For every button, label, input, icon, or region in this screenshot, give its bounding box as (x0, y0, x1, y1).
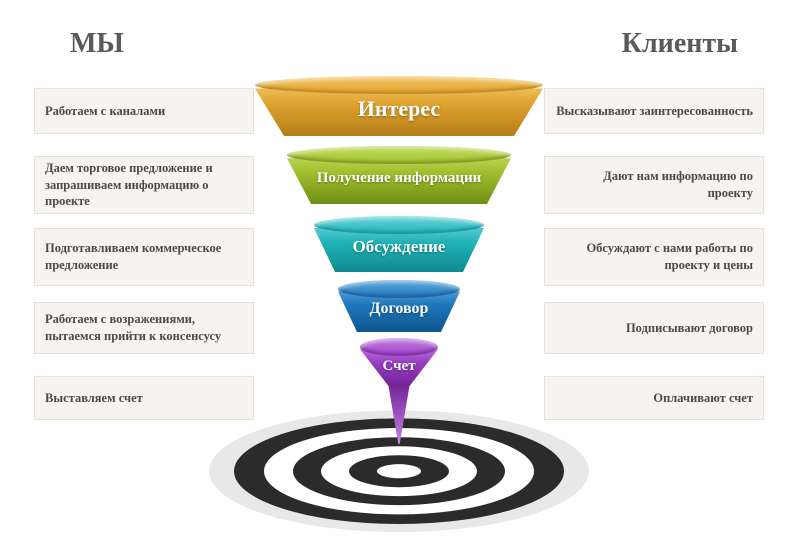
left-box-0: Работаем с каналами (34, 88, 254, 134)
funnel-stage-3: Договор (338, 286, 460, 332)
stage-label: Обсуждение (353, 237, 446, 257)
stage-lip (338, 280, 460, 298)
stage-lip (255, 76, 543, 94)
right-box-2: Обсуждают с нами работы по проекту и цен… (544, 228, 764, 286)
stage-label: Интерес (358, 96, 440, 122)
target-ring-6 (377, 464, 421, 478)
funnel-stage-2: Обсуждение (314, 222, 484, 272)
right-box-0: Высказывают заинтересованность (544, 88, 764, 134)
funnel-stage-0: Интерес (255, 82, 543, 136)
stage-label: Договор (370, 300, 429, 318)
right-box-1: Дают нам информацию по проекту (544, 156, 764, 214)
left-box-2: Подготавливаем коммерческое предложение (34, 228, 254, 286)
stage-lip (287, 146, 511, 164)
stage-label: Получение информации (317, 170, 482, 187)
stage-label: Счет (382, 358, 415, 375)
right-box-4: Оплачивают счет (544, 376, 764, 420)
header-clients: Клиенты (622, 28, 738, 60)
stage-lip (360, 338, 438, 356)
stage-lip (314, 216, 484, 234)
funnel: Интерес Получение информации Обсуждение Дог… (249, 82, 549, 422)
right-box-3: Подписывают договор (544, 302, 764, 354)
funnel-stage-1: Получение информации (287, 152, 511, 204)
funnel-stage-4: Счет (360, 344, 438, 388)
left-column: Работаем с каналами Даем торговое предлож… (34, 88, 254, 438)
left-box-3: Работаем с возражениями, пытаемся прийти… (34, 302, 254, 354)
header-we: МЫ (70, 28, 124, 60)
right-column: Высказывают заинтересованность Дают нам и… (544, 88, 764, 438)
left-box-1: Даем торговое предложение и запрашиваем … (34, 156, 254, 214)
left-box-4: Выставляем счет (34, 376, 254, 420)
